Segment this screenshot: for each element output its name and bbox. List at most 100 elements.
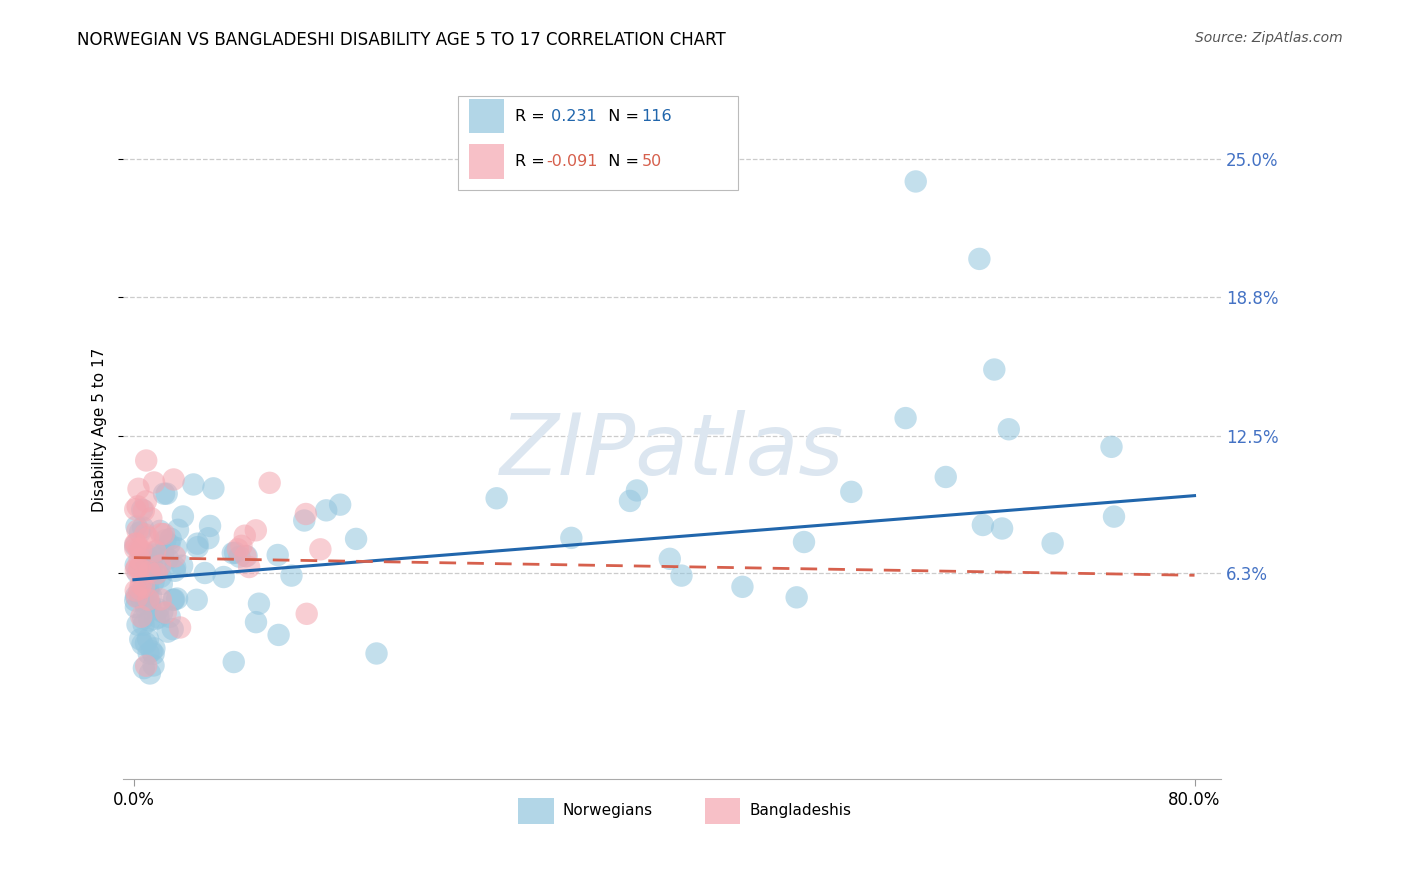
Point [148,610,170,624]
Point [235,549,257,564]
Point [991,521,1014,535]
Text: Source: ZipAtlas.com: Source: ZipAtlas.com [1195,31,1343,45]
Point [124,541,146,556]
Point [141,548,163,562]
Point [839,484,862,499]
Point [166,591,188,606]
Point [186,536,208,550]
Point [143,544,166,558]
Point [366,647,388,661]
Point [135,494,157,508]
Point [128,541,150,556]
Point [125,519,148,533]
Point [315,503,337,517]
Point [194,566,217,580]
Point [485,491,508,506]
Point [132,580,155,594]
Point [162,622,184,636]
FancyBboxPatch shape [470,144,505,178]
Point [132,503,155,517]
Point [344,532,367,546]
Point [146,543,169,558]
Point [139,554,162,568]
Point [135,585,157,599]
Point [231,539,253,553]
Point [124,502,146,516]
Point [228,549,250,564]
Point [1102,509,1125,524]
Point [153,486,176,500]
Point [156,551,179,566]
Point [142,647,165,661]
Point [125,563,148,577]
Text: R =: R = [515,153,550,169]
Point [135,548,157,562]
Point [129,632,152,647]
Point [142,658,165,673]
Point [972,518,994,533]
Point [142,574,165,589]
Point [731,580,754,594]
Point [309,542,332,557]
Point [148,602,170,616]
Point [127,617,149,632]
Point [135,453,157,467]
Point [997,422,1019,436]
Text: N =: N = [598,153,644,169]
Point [128,561,150,575]
Point [131,502,153,516]
Point [136,632,159,647]
Point [212,570,235,584]
Point [155,533,177,548]
Point [165,541,187,555]
Point [135,597,157,611]
Text: ZIPatlas: ZIPatlas [501,409,844,492]
Point [292,514,315,528]
Point [793,535,815,549]
Point [128,582,150,596]
Point [139,589,162,603]
Point [127,566,149,580]
Point [150,577,173,591]
Point [247,597,270,611]
Point [159,610,181,624]
Point [141,511,163,525]
Point [129,591,152,606]
Point [138,565,160,579]
Text: Norwegians: Norwegians [562,804,652,818]
Point [132,617,155,632]
Point [125,558,148,572]
Point [124,593,146,607]
Point [128,585,150,599]
Point [626,483,648,498]
Point [141,644,163,658]
Text: 50: 50 [641,153,662,169]
Text: -0.091: -0.091 [546,153,598,169]
Point [125,536,148,550]
Point [138,646,160,660]
Point [139,563,162,577]
FancyBboxPatch shape [704,797,740,824]
Point [786,591,808,605]
Point [132,661,155,675]
Point [139,597,162,611]
Point [295,607,318,621]
Point [935,470,957,484]
Point [136,531,159,545]
Point [172,558,194,573]
Point [149,558,172,573]
Point [129,577,152,591]
Point [156,624,179,639]
Point [128,552,150,566]
Point [238,560,260,574]
Point [134,554,156,568]
Point [149,524,172,538]
Text: Bangladeshis: Bangladeshis [749,804,851,818]
Point [127,524,149,538]
Point [1101,440,1123,454]
Point [233,529,256,543]
Point [127,500,149,514]
Point [143,475,166,490]
Point [125,591,148,605]
Point [134,527,156,541]
